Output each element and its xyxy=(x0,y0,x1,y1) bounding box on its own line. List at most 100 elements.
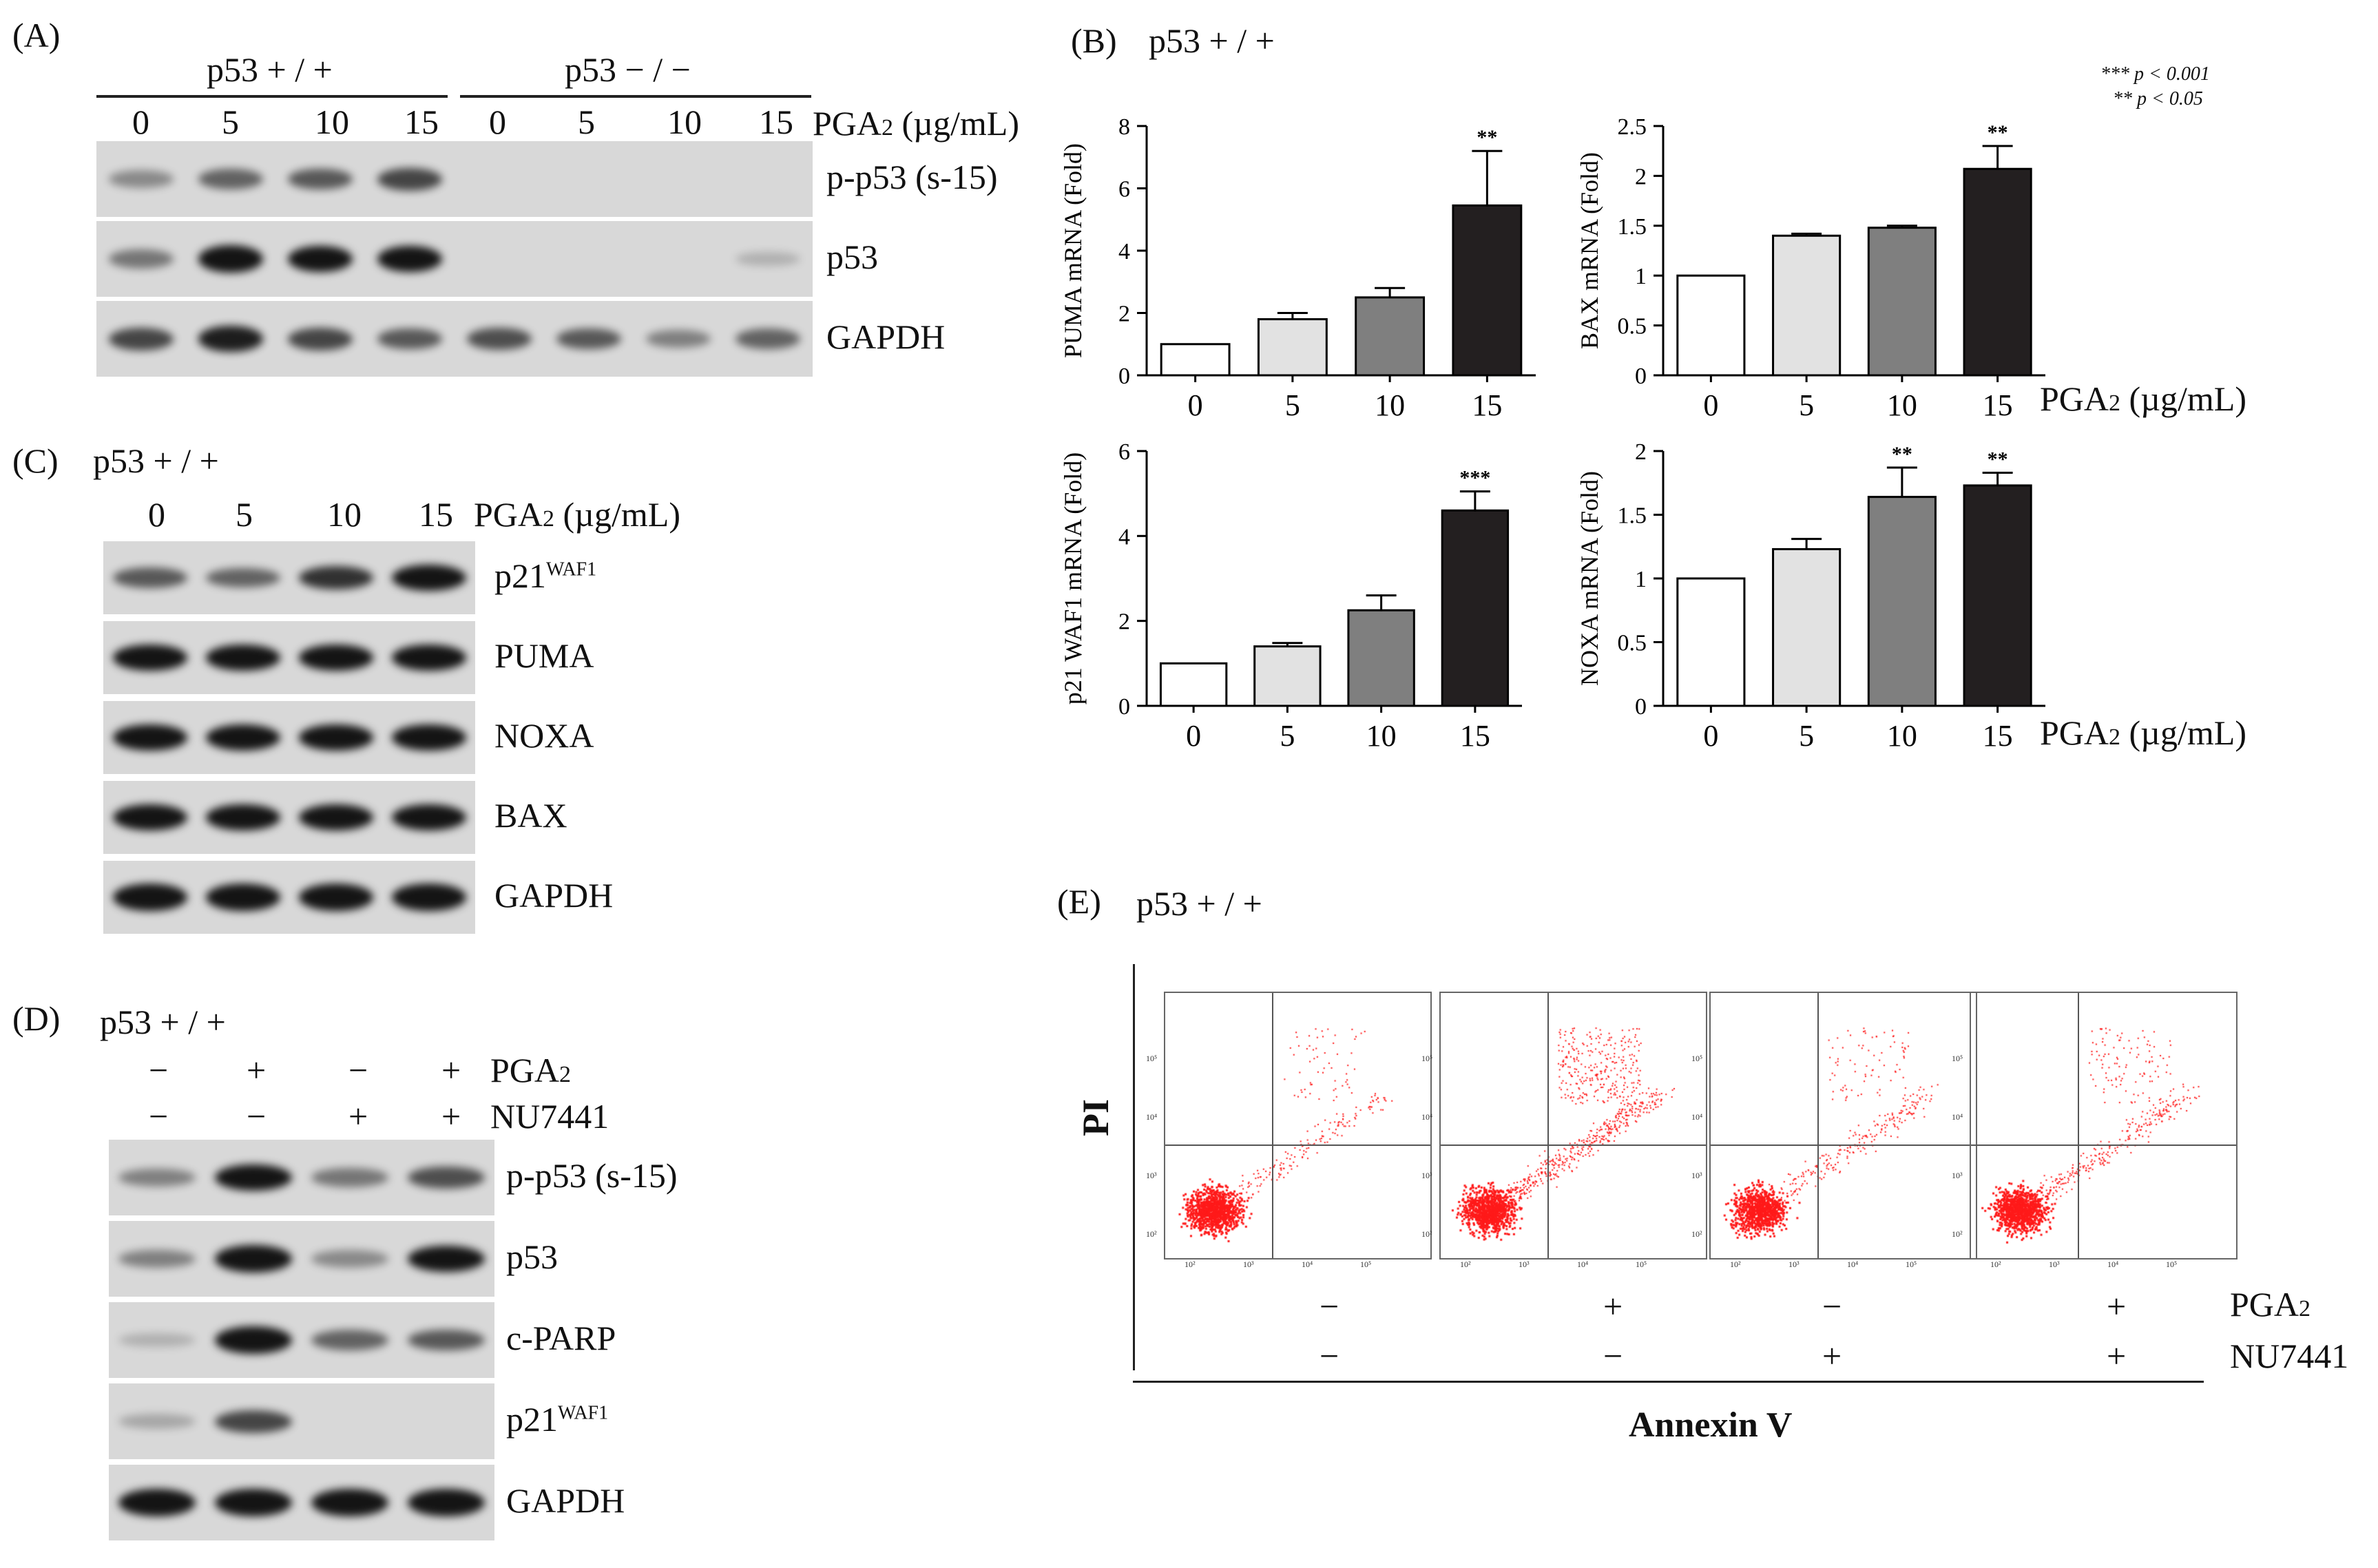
blot-row-label-text: GAPDH xyxy=(506,1481,625,1520)
axis-tick-label: 10⁴ xyxy=(1421,1112,1433,1122)
blot-band xyxy=(205,884,280,911)
panel-c-letter: (C) xyxy=(12,441,59,480)
panel-d-letter: (D) xyxy=(12,999,61,1038)
y-tick-label: 4 xyxy=(1118,239,1130,264)
blot-band xyxy=(118,1249,196,1268)
blot-band xyxy=(288,245,353,273)
nu7441-sign: − xyxy=(247,1097,267,1136)
blot-row-label-sup: WAF1 xyxy=(546,558,597,581)
blot-band xyxy=(298,566,373,589)
blot-band xyxy=(118,1332,196,1348)
blot-band xyxy=(215,1488,292,1517)
blot-row-label: p21WAF1 xyxy=(506,1399,608,1439)
axis-tick-label: 10³ xyxy=(1146,1171,1157,1180)
blot-band xyxy=(109,327,174,351)
axis-tick-label: 10⁴ xyxy=(1302,1259,1313,1269)
axis-tick-label: 10⁵ xyxy=(1146,1054,1158,1063)
bar xyxy=(1441,509,1510,707)
blot-row-label-text: GAPDH xyxy=(826,317,946,356)
y-tick-label: 1 xyxy=(1635,264,1647,289)
panel-e-x-axis xyxy=(1133,1381,2204,1383)
blot-row-label: BAX xyxy=(494,795,567,835)
dose-label: 0 xyxy=(148,495,165,534)
y-axis-label: p21 WAF1 mRNA (Fold) xyxy=(1059,452,1087,704)
flow-dots xyxy=(1711,993,1976,1258)
x-tick-label: 10 xyxy=(1887,719,1917,753)
y-tick-label: 8 xyxy=(1118,114,1130,140)
blot-band xyxy=(408,1167,485,1189)
blot-band xyxy=(377,167,442,191)
flow-dots xyxy=(1441,993,1706,1258)
axis-tick-label: 10⁴ xyxy=(1146,1112,1158,1122)
blot-strip xyxy=(96,301,813,377)
blot-row-label: p53 xyxy=(826,237,878,277)
quadrant-vline xyxy=(1547,993,1549,1258)
pga-sign: + xyxy=(1603,1287,1623,1326)
bar xyxy=(1160,343,1231,377)
blot-row-label: NOXA xyxy=(494,715,594,755)
panel-a-group1-line xyxy=(96,95,448,98)
blot-row-label: GAPDH xyxy=(494,875,613,915)
blot-band xyxy=(736,328,800,349)
axis-tick-label: 10³ xyxy=(1788,1259,1800,1269)
flow-plot xyxy=(1439,992,1707,1259)
bar xyxy=(1772,547,1842,707)
blot-row-label-text: p21 xyxy=(506,1400,558,1439)
axis-tick-label: 10³ xyxy=(1691,1171,1702,1180)
blot-band xyxy=(646,329,711,348)
quadrant-hline xyxy=(1711,1144,1976,1146)
significance-label: *** xyxy=(1459,467,1490,490)
bar xyxy=(1963,167,2032,377)
axis-tick-label: 10⁴ xyxy=(1691,1112,1703,1122)
y-tick-label: 2 xyxy=(1635,439,1647,465)
bar xyxy=(1159,662,1228,707)
pga-sign: + xyxy=(441,1051,461,1089)
bar xyxy=(1347,609,1415,707)
blot-band xyxy=(118,1488,196,1517)
flow-plot xyxy=(1164,992,1432,1259)
blot-band xyxy=(408,1245,485,1273)
axis-tick-label: 10² xyxy=(1421,1229,1432,1239)
y-axis-label: PUMA mRNA (Fold) xyxy=(1059,143,1087,358)
x-tick-label: 5 xyxy=(1280,719,1295,753)
blot-band xyxy=(205,804,280,830)
panel-b-treatment-top: PGA2 (µg/mL) xyxy=(2040,379,2246,418)
pga-sign: + xyxy=(2107,1287,2127,1326)
panel-a-group2-line xyxy=(460,95,811,98)
panel-e-letter: (E) xyxy=(1057,882,1101,921)
bar xyxy=(1355,296,1426,377)
blot-row-label: p21WAF1 xyxy=(494,556,596,596)
panel-a-group1: p53 + / + xyxy=(207,50,333,89)
y-tick-label: 4 xyxy=(1118,524,1130,550)
x-tick-label: 0 xyxy=(1188,388,1203,422)
bar xyxy=(1452,204,1523,377)
panel-b-subtitle: p53 + / + xyxy=(1149,21,1275,60)
blot-row-label: p-p53 (s-15) xyxy=(506,1156,678,1195)
blot-strip xyxy=(109,1383,494,1459)
blot-band xyxy=(215,1326,292,1355)
y-tick-label: 2 xyxy=(1635,164,1647,189)
x-tick-label: 0 xyxy=(1186,719,1201,753)
significance-label: ** xyxy=(1988,121,2008,144)
blot-band xyxy=(118,1414,196,1429)
blot-band xyxy=(311,1488,388,1517)
pga-sign: − xyxy=(348,1051,368,1089)
quadrant-hline xyxy=(1165,1144,1430,1146)
blot-band xyxy=(198,245,263,273)
x-tick-label: 10 xyxy=(1366,719,1397,753)
blot-strip xyxy=(109,1465,494,1540)
blot-row-label-text: GAPDH xyxy=(494,876,614,914)
blot-band xyxy=(391,645,466,671)
axis-tick-label: 10² xyxy=(1990,1259,2001,1269)
blot-row-label-text: p-p53 (s-15) xyxy=(826,158,998,196)
blot-band xyxy=(408,1488,485,1517)
blot-row-label-text: c-PARP xyxy=(506,1319,616,1357)
dose-label: 10 xyxy=(315,103,349,141)
blot-row-label-text: BAX xyxy=(494,796,567,835)
blot-row-label: p53 xyxy=(506,1237,558,1277)
blot-strip xyxy=(103,701,475,774)
axis-tick-label: 10³ xyxy=(1421,1171,1432,1180)
blot-band xyxy=(215,1164,292,1191)
panel-e-subtitle: p53 + / + xyxy=(1136,884,1262,923)
significance-label: ** xyxy=(1892,443,1912,466)
